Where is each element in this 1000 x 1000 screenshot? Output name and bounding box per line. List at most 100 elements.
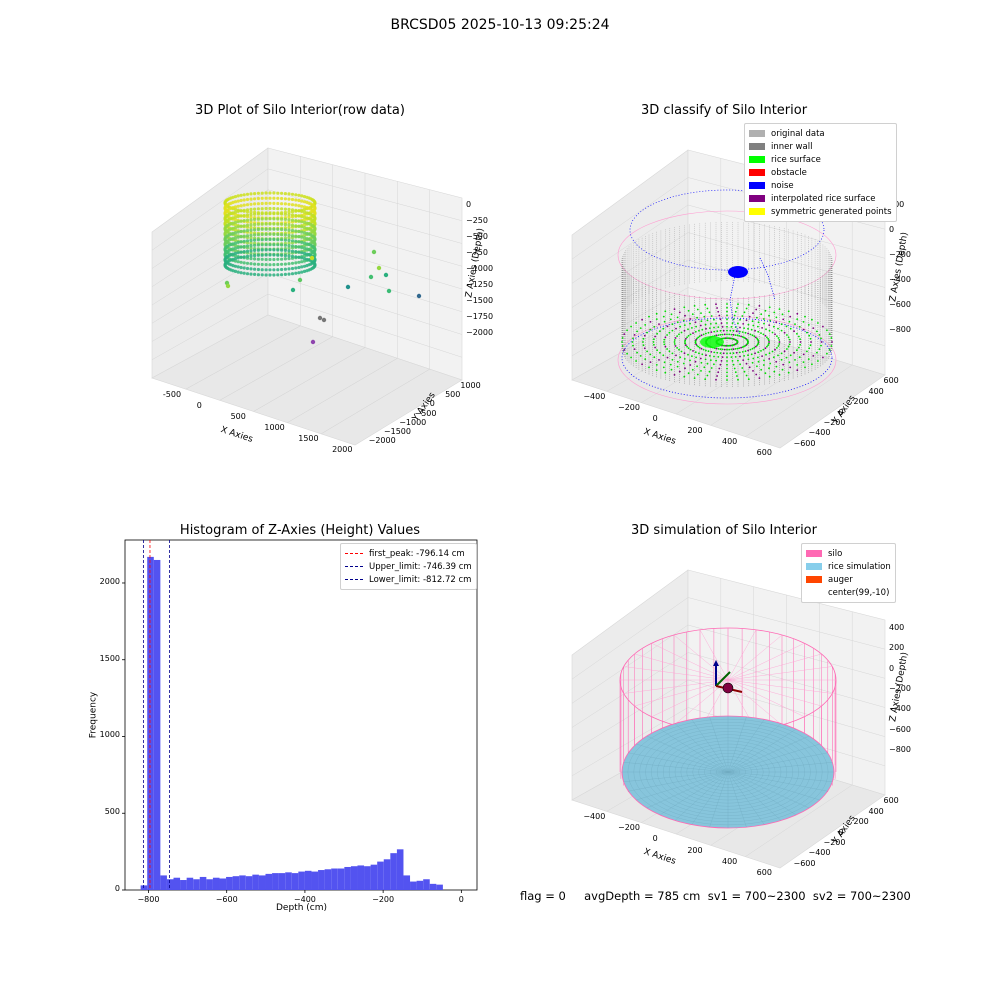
silo-wall-point <box>280 217 284 221</box>
rice-surface-point <box>789 366 792 369</box>
silo-wall-point <box>302 244 307 248</box>
silo-wall-point <box>260 273 264 277</box>
silo-wall-point <box>290 203 295 207</box>
p2-ytick: 200 <box>853 397 869 407</box>
rice-surface-point <box>685 344 687 347</box>
silo-wall-point <box>300 220 304 224</box>
rice-surface-point <box>768 306 771 309</box>
silo-wall-point <box>256 273 260 277</box>
silo-wall-point <box>233 254 238 258</box>
silo-wall-point <box>302 210 307 214</box>
rice-surface-point <box>675 354 677 357</box>
rice-surface-point <box>731 360 734 362</box>
rice-surface-point <box>656 349 658 352</box>
silo-wall-point <box>280 243 284 247</box>
legend-label: rice simulation <box>828 561 891 572</box>
rice-surface-point <box>687 328 689 331</box>
rice-surface-point <box>721 348 724 351</box>
p3-ylabel: Frequency <box>88 691 99 739</box>
histogram-bar <box>232 876 240 890</box>
rice-surface-point <box>649 353 652 356</box>
rice-surface-point <box>721 326 724 328</box>
silo-wall-point <box>260 196 264 200</box>
silo-wall-point <box>239 265 243 270</box>
rice-surface-point <box>720 322 723 324</box>
silo-wall-point <box>294 266 298 270</box>
rice-surface-point <box>621 341 623 343</box>
silo-wall-point <box>233 200 238 204</box>
rice-surface-point <box>817 360 819 362</box>
rice-surface-point <box>698 335 701 338</box>
rice-surface-point <box>696 337 698 340</box>
p1-xtick: 1000 <box>264 423 285 433</box>
silo-wall-point <box>302 257 307 261</box>
rice-surface-point <box>763 359 765 362</box>
rice-surface-point <box>747 378 750 381</box>
rice-surface-point <box>658 323 660 325</box>
histogram-bar <box>193 879 200 890</box>
rice-surface-point <box>666 356 669 359</box>
p1-xtick: 500 <box>230 411 246 421</box>
rice-surface-point <box>736 340 739 343</box>
rice-surface-point <box>664 371 667 374</box>
silo-wall-point <box>290 254 295 258</box>
silo-wall-point <box>302 259 307 263</box>
silo-wall-point <box>249 228 253 232</box>
silo-wall-point <box>236 240 240 244</box>
rice-surface-point <box>662 327 665 330</box>
silo-wall-point <box>276 238 280 242</box>
silo-wall-point <box>249 210 253 214</box>
silo-wall-point <box>260 217 264 221</box>
silo-wall-point <box>280 222 284 226</box>
silo-wall-point <box>233 251 238 255</box>
rice-surface-point <box>705 349 707 352</box>
silo-wall-point <box>253 272 257 276</box>
silo-wall-point <box>294 213 298 218</box>
silo-wall-point <box>272 227 276 231</box>
silo-wall-point <box>242 198 246 202</box>
rice-surface-point <box>754 336 757 339</box>
rice-surface-point <box>648 366 650 369</box>
silo-wall-point <box>287 254 291 258</box>
rice-surface-point <box>732 329 735 332</box>
rice-surface-point <box>752 312 754 314</box>
rice-surface-point <box>719 318 722 321</box>
rice-surface-point <box>670 368 673 371</box>
rice-surface-point <box>782 318 785 321</box>
rice-surface-point <box>743 327 745 329</box>
rice-surface-point <box>673 374 676 376</box>
silo-wall-point <box>313 221 317 225</box>
rice-surface-point <box>643 347 646 350</box>
rice-surface-point <box>732 352 735 355</box>
histogram-bar <box>396 849 404 890</box>
rice-surface-point <box>713 355 715 358</box>
rice-surface-point <box>684 339 687 342</box>
legend-swatch <box>806 576 822 583</box>
rice-surface-point <box>679 356 682 359</box>
rice-surface-point <box>830 345 833 347</box>
rice-surface-point <box>653 325 656 328</box>
rice-surface-point <box>826 329 828 332</box>
silo-wall-point <box>249 254 253 258</box>
histogram-bar <box>219 878 227 890</box>
rice-surface-point <box>636 351 638 354</box>
outlier-point <box>317 315 323 321</box>
silo-wall-point <box>280 196 284 201</box>
rice-surface-point <box>642 344 645 347</box>
silo-wall-point <box>233 205 238 209</box>
silo-wall-point <box>245 197 250 202</box>
rice-surface-point <box>745 374 748 377</box>
legend-swatch <box>749 156 765 163</box>
silo-wall-point <box>249 223 253 227</box>
silo-wall-point <box>236 225 240 229</box>
rice-surface-point <box>684 314 686 317</box>
rice-surface-point <box>709 323 712 325</box>
silo-wall-point <box>231 206 235 210</box>
silo-wall-point <box>264 212 268 216</box>
rice-surface-point <box>654 346 656 349</box>
rice-surface-point <box>798 325 801 328</box>
rice-surface-point <box>745 362 748 365</box>
rice-surface-point <box>733 314 736 317</box>
rice-surface-point <box>700 361 703 364</box>
silo-wall-point <box>233 249 238 253</box>
